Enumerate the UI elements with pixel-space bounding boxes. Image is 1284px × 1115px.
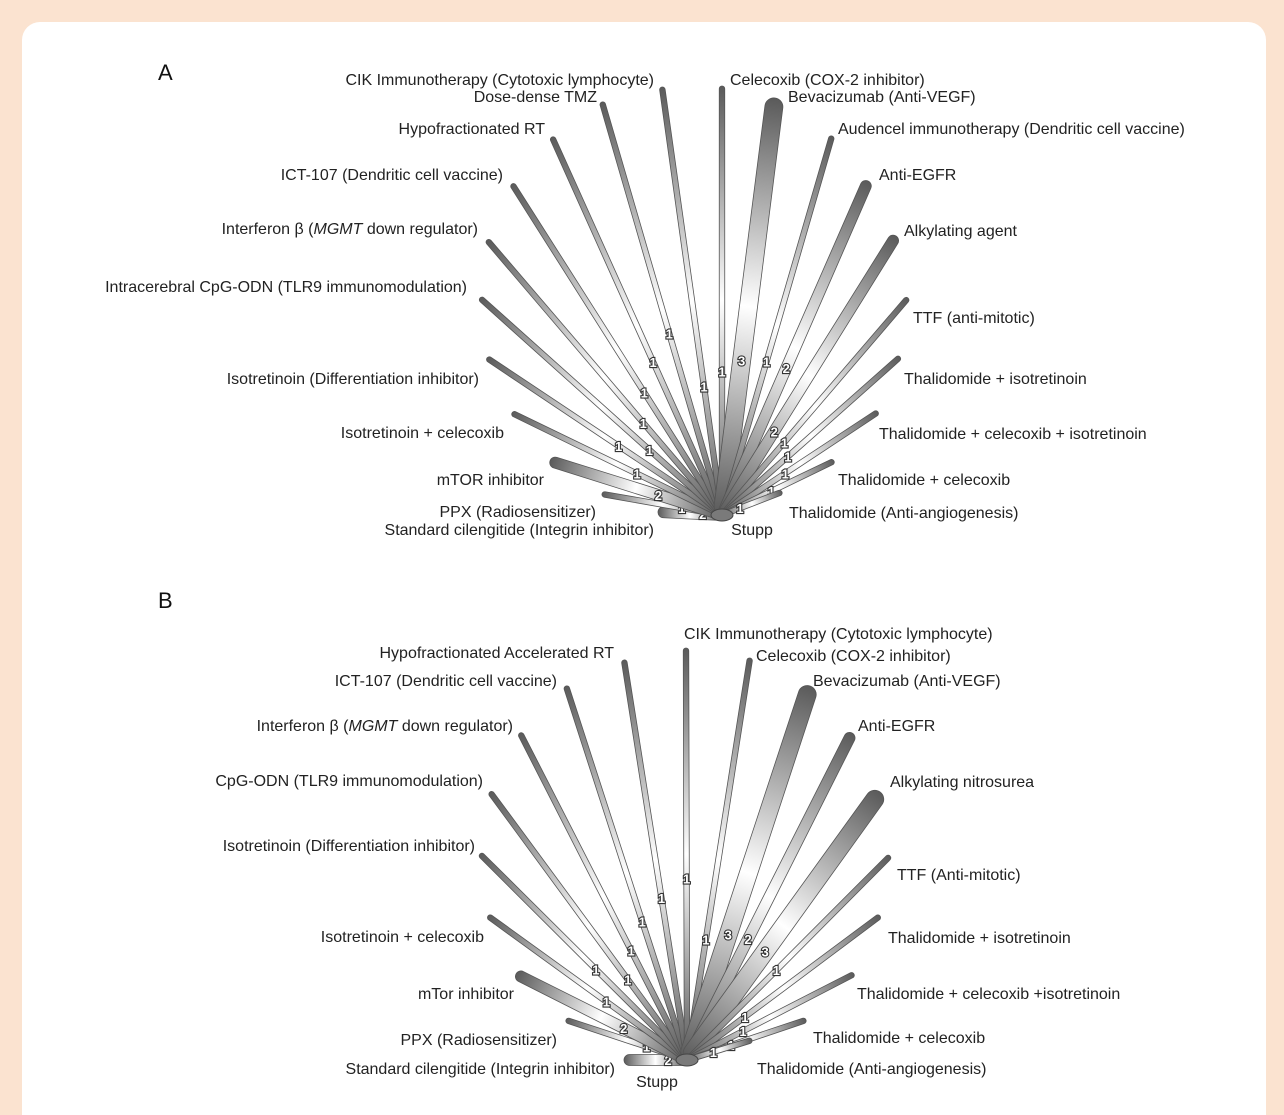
edge-count: 2 <box>771 424 778 439</box>
node-label: Standard cilengitide (Integrin inhibitor… <box>385 522 654 539</box>
edge-count: 1 <box>643 1040 650 1055</box>
node-label: Isotretinoin + celecoxib <box>341 425 504 442</box>
hub-label: Stupp <box>636 1074 678 1091</box>
edge-count: 1 <box>784 450 791 465</box>
network-diagram: A 2 Standard cilengitide (Integrin inhibit… <box>105 60 1185 1091</box>
edge-count: 2 <box>664 1053 671 1068</box>
edge-count: 2 <box>620 1021 627 1036</box>
edge-count: 1 <box>615 439 622 454</box>
node-label: Isotretinoin + celecoxib <box>321 929 484 946</box>
edge-cik-immunotherapy-cytotoxic-lymphocyte <box>682 647 691 1061</box>
node-label: Isotretinoin (Differentiation inhibitor) <box>223 838 475 855</box>
edge-count: 1 <box>658 891 665 906</box>
edge-count: 1 <box>641 386 648 401</box>
edge-count: 1 <box>646 443 653 458</box>
node-label: Celecoxib (COX-2 inhibitor) <box>730 72 925 89</box>
edge-cpg-odn-tlr9-immunomodulation <box>488 791 689 1061</box>
node-label: Anti-EGFR <box>879 167 956 184</box>
edge-count: 2 <box>744 932 751 947</box>
edge-count: 1 <box>781 435 788 450</box>
edge-count: 1 <box>592 962 599 977</box>
edge-count: 1 <box>639 915 646 930</box>
node-label: Audencel immunotherapy (Dendritic cell v… <box>838 121 1185 138</box>
edge-count: 1 <box>782 466 789 481</box>
edge-count: 1 <box>718 364 725 379</box>
hub-label: Stupp <box>731 522 773 539</box>
node-label: TTF (Anti-mitotic) <box>897 867 1021 884</box>
node-label: Intracerebral CpG-ODN (TLR9 immunomodula… <box>105 279 467 296</box>
edge-count: 1 <box>627 943 634 958</box>
node-label: PPX (Radiosensitizer) <box>440 504 597 521</box>
node-label: Interferon β (MGMT down regulator) <box>222 221 478 238</box>
node-label: Standard cilengitide (Integrin inhibitor… <box>346 1061 615 1078</box>
node-label: Thalidomide + isotretinoin <box>888 930 1071 947</box>
panel-letter: A <box>158 60 173 85</box>
node-label: CpG-ODN (TLR9 immunomodulation) <box>215 773 483 790</box>
edge-count: 1 <box>736 501 743 516</box>
edge-count: 1 <box>763 355 770 370</box>
hub-node <box>710 508 734 522</box>
edge-count: 1 <box>710 1045 717 1060</box>
node-label: Isotretinoin (Differentiation inhibitor) <box>227 371 479 388</box>
node-label: Celecoxib (COX-2 inhibitor) <box>756 648 951 665</box>
node-label: Thalidomide + celecoxib +isotretinoin <box>857 986 1120 1003</box>
node-label: Thalidomide + celecoxib <box>838 472 1010 489</box>
node-label: TTF (anti-mitotic) <box>913 310 1035 327</box>
node-label: CIK Immunotherapy (Cytotoxic lymphocyte) <box>345 72 654 89</box>
edge-count: 1 <box>739 1024 746 1039</box>
panel-b: B 2 Standard cilengitide (Integrin inhibit… <box>158 588 1120 1091</box>
edge-bar <box>682 647 691 1061</box>
node-label: Thalidomide + celecoxib + isotretinoin <box>879 426 1147 443</box>
edge-count: 1 <box>603 995 610 1010</box>
edge-count: 1 <box>768 484 775 499</box>
hub-node <box>675 1053 699 1067</box>
node-label: mTor inhibitor <box>418 986 515 1003</box>
node-label: Thalidomide (Anti-angiogenesis) <box>789 505 1018 522</box>
edge-count: 1 <box>683 872 690 887</box>
edge-count: 1 <box>702 932 709 947</box>
node-label: Bevacizumab (Anti-VEGF) <box>813 673 1001 690</box>
edge-bar <box>488 791 689 1061</box>
edge-count: 1 <box>640 416 647 431</box>
node-label: Alkylating agent <box>904 223 1018 240</box>
node-label: Thalidomide (Anti-angiogenesis) <box>757 1061 986 1078</box>
panel-a: A 2 Standard cilengitide (Integrin inhibit… <box>105 60 1185 539</box>
edge-count: 3 <box>725 928 732 943</box>
node-label: Dose-dense TMZ <box>474 89 598 106</box>
node-label: mTOR inhibitor <box>437 472 545 489</box>
node-label: Thalidomide + celecoxib <box>813 1030 985 1047</box>
edge-count: 3 <box>762 944 769 959</box>
edge-count: 1 <box>700 380 707 395</box>
edge-count: 1 <box>633 467 640 482</box>
edge-count: 3 <box>738 354 745 369</box>
edge-count: 1 <box>741 1010 748 1025</box>
node-label: ICT-107 (Dendritic cell vaccine) <box>281 167 503 184</box>
node-label: PPX (Radiosensitizer) <box>401 1032 558 1049</box>
node-label: Hypofractionated RT <box>399 121 546 138</box>
edge-count: 2 <box>655 488 662 503</box>
edge-count: 1 <box>773 963 780 978</box>
edge-count: 1 <box>666 326 673 341</box>
node-label: CIK Immunotherapy (Cytotoxic lymphocyte) <box>684 626 993 643</box>
figure-frame: A 2 Standard cilengitide (Integrin inhibit… <box>22 22 1266 1115</box>
node-label: Anti-EGFR <box>858 718 935 735</box>
edge-count: 1 <box>624 973 631 988</box>
node-label: Bevacizumab (Anti-VEGF) <box>788 89 976 106</box>
node-label: Hypofractionated Accelerated RT <box>380 645 615 662</box>
node-label: Thalidomide + isotretinoin <box>904 371 1087 388</box>
node-label: ICT-107 (Dendritic cell vaccine) <box>335 673 557 690</box>
edge-count: 2 <box>783 361 790 376</box>
panel-letter: B <box>158 588 173 613</box>
node-label: Alkylating nitrosurea <box>890 774 1034 791</box>
node-label: Interferon β (MGMT down regulator) <box>257 718 513 735</box>
edge-count: 1 <box>650 355 657 370</box>
